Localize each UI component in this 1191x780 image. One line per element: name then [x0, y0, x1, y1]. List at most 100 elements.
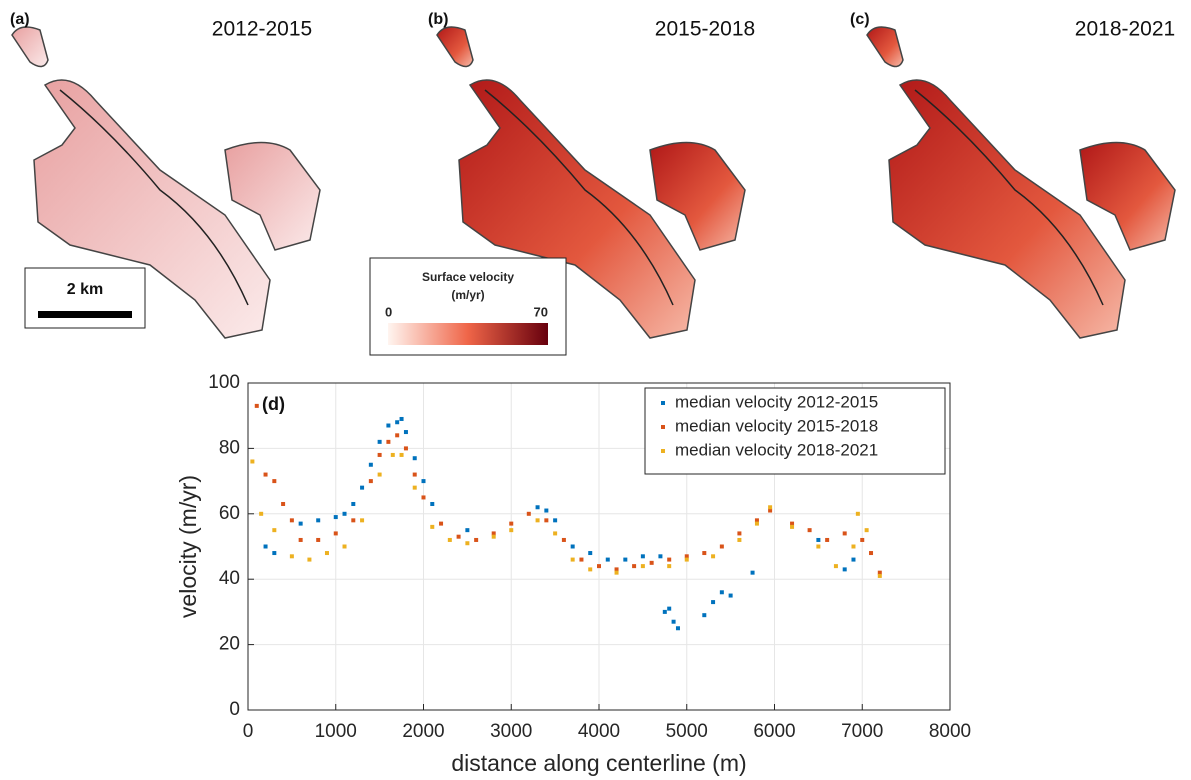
data-point [395, 433, 400, 438]
panel-title: 2012-2015 [212, 18, 312, 41]
data-point [632, 564, 637, 569]
scale-label: 2 km [67, 281, 103, 298]
x-axis-label: distance along centerline (m) [451, 750, 746, 776]
data-point [684, 554, 689, 559]
data-point [855, 511, 860, 516]
data-point [377, 439, 382, 444]
panel-title: 2018-2021 [1075, 18, 1175, 41]
data-point [833, 564, 838, 569]
data-point [360, 518, 365, 523]
data-point [259, 511, 264, 516]
data-point [412, 456, 417, 461]
data-point [877, 570, 882, 575]
data-point [430, 501, 435, 506]
data-point [667, 606, 672, 611]
colorbar-max: 70 [534, 304, 548, 319]
data-point [272, 551, 277, 556]
data-point [667, 557, 672, 562]
x-tick-label: 5000 [666, 721, 708, 742]
data-point [421, 495, 426, 500]
data-point [491, 531, 496, 536]
x-tick-label: 7000 [841, 721, 883, 742]
data-point [412, 472, 417, 477]
y-tick-label: 40 [219, 568, 240, 589]
data-point [816, 537, 821, 542]
data-point [509, 528, 514, 533]
data-point [570, 544, 575, 549]
y-axis-label: velocity (m/yr) [175, 475, 201, 618]
data-point [298, 537, 303, 542]
data-point [390, 452, 395, 457]
data-point [807, 528, 812, 533]
data-point [614, 567, 619, 572]
data-point [333, 515, 338, 520]
data-point [386, 439, 391, 444]
panel-label: (b) [428, 11, 448, 28]
panel-label: (d) [262, 394, 285, 414]
x-tick-label: 2000 [402, 721, 444, 742]
data-point [605, 557, 610, 562]
data-point [465, 541, 470, 546]
data-point [399, 416, 404, 421]
colorbar: Surface velocity (m/yr) 0 70 [369, 257, 567, 356]
data-point [675, 626, 680, 631]
data-point [509, 521, 514, 526]
legend-swatch [661, 449, 665, 453]
data-point [561, 537, 566, 542]
data-point [702, 551, 707, 556]
data-point [768, 508, 773, 513]
data-point [351, 501, 356, 506]
colorbar-min: 0 [385, 304, 392, 319]
data-point [553, 531, 558, 536]
y-tick-label: 20 [219, 634, 240, 655]
y-tick-label: 100 [208, 372, 240, 393]
data-point [728, 593, 733, 598]
y-tick-label: 80 [219, 437, 240, 458]
data-point [474, 537, 479, 542]
scale-bar: 2 km [24, 267, 146, 329]
data-point [851, 557, 856, 562]
data-point [544, 518, 549, 523]
data-point [403, 430, 408, 435]
map-panel [866, 26, 1176, 339]
data-point [421, 479, 426, 484]
panel-label: (a) [10, 11, 30, 28]
plot-frame [247, 382, 951, 711]
data-point [816, 544, 821, 549]
data-point [842, 567, 847, 572]
data-point [711, 600, 716, 605]
data-point [754, 521, 759, 526]
legend-swatch [661, 425, 665, 429]
data-point [754, 518, 759, 523]
data-point [869, 551, 874, 556]
data-point [491, 534, 496, 539]
data-point [790, 521, 795, 526]
data-point [360, 485, 365, 490]
data-point [412, 485, 417, 490]
data-point [324, 551, 329, 556]
data-point [702, 613, 707, 618]
data-point [588, 551, 593, 556]
data-point [272, 528, 277, 533]
data-point [263, 472, 268, 477]
legend-label: median velocity 2015-2018 [675, 416, 878, 435]
data-point [588, 567, 593, 572]
data-point [658, 554, 663, 559]
data-point [447, 537, 452, 542]
data-point [316, 518, 321, 523]
x-tick-label: 3000 [490, 721, 532, 742]
data-point [614, 570, 619, 575]
data-point [368, 479, 373, 484]
data-point [351, 518, 356, 523]
data-point [737, 531, 742, 536]
data-point [395, 420, 400, 425]
x-tick-label: 8000 [929, 721, 971, 742]
data-point [544, 508, 549, 513]
data-point [597, 564, 601, 569]
y-tick-label: 0 [229, 699, 240, 720]
data-point [640, 554, 645, 559]
legend-label: median velocity 2012-2015 [675, 392, 878, 411]
data-point [667, 564, 672, 569]
